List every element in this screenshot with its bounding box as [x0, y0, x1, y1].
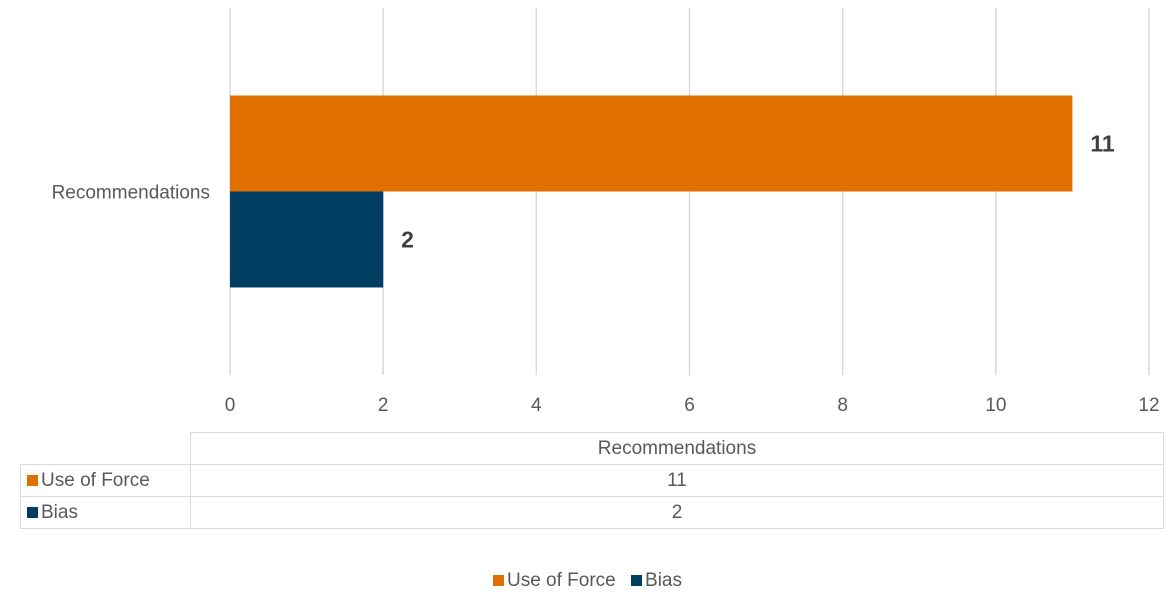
data-table-corner — [20, 432, 191, 465]
bias-legend-swatch — [631, 575, 643, 586]
legend-item-bias: Bias — [631, 570, 682, 592]
data-labels: 11 2 — [401, 131, 1115, 253]
data-table-series-key: Bias — [20, 496, 191, 529]
x-tick-label: 4 — [531, 395, 542, 416]
chart-plot: 11 2 0 2 4 6 8 10 12 Recommendations — [52, 8, 1160, 416]
data-label: 2 — [401, 227, 414, 253]
data-table-series-key: Use of Force — [20, 464, 191, 497]
use-of-force-legend-swatch — [492, 575, 504, 586]
legend: Use of Force Bias — [0, 570, 1175, 592]
bar-use-of-force — [230, 95, 1073, 192]
x-tick-label: 12 — [1138, 395, 1159, 416]
x-axis-ticks: 0 2 4 6 8 10 12 — [225, 395, 1160, 416]
data-table-row: Bias 2 — [20, 496, 1164, 529]
legend-label: Bias — [645, 570, 682, 591]
bar-bias — [230, 191, 384, 288]
use-of-force-swatch — [27, 475, 38, 486]
data-table-series-name: Bias — [41, 502, 78, 523]
x-tick-label: 8 — [837, 395, 848, 416]
data-table-value: 2 — [190, 496, 1164, 529]
data-table-series-name: Use of Force — [41, 470, 150, 491]
data-table-header-row: Recommendations — [20, 432, 1164, 465]
bars — [230, 95, 1073, 288]
data-label: 11 — [1090, 131, 1115, 157]
x-tick-label: 2 — [378, 395, 389, 416]
data-table: Recommendations Use of Force 11 Bias 2 — [20, 432, 1164, 529]
legend-label: Use of Force — [506, 570, 616, 591]
category-label: Recommendations — [52, 183, 210, 204]
data-table-row: Use of Force 11 — [20, 464, 1164, 497]
data-table-value: 11 — [190, 464, 1164, 497]
y-axis-categories: Recommendations — [52, 183, 210, 204]
x-tick-label: 0 — [225, 395, 236, 416]
x-tick-label: 6 — [684, 395, 695, 416]
data-table-header: Recommendations — [190, 432, 1164, 465]
x-tick-label: 10 — [985, 395, 1006, 416]
legend-item-use-of-force: Use of Force — [492, 570, 616, 592]
bias-swatch — [27, 507, 38, 518]
